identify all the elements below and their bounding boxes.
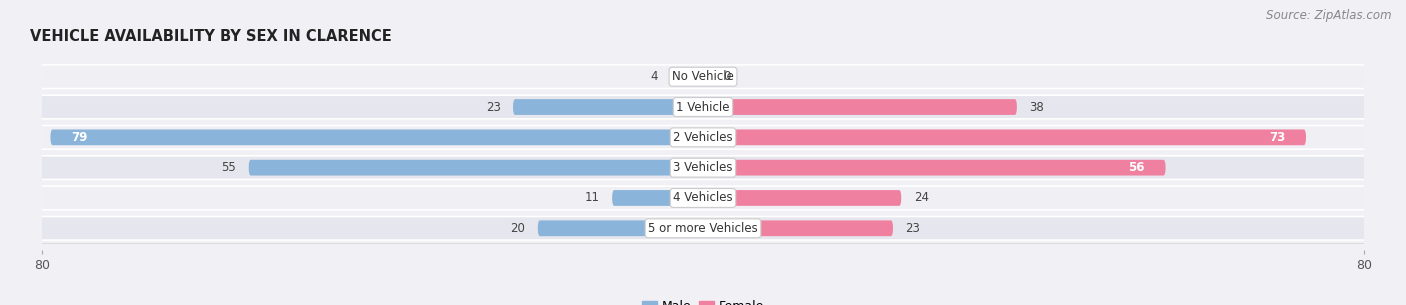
Text: 55: 55 — [222, 161, 236, 174]
FancyBboxPatch shape — [30, 95, 1376, 119]
FancyBboxPatch shape — [537, 221, 703, 236]
FancyBboxPatch shape — [30, 217, 1376, 240]
Text: 56: 56 — [1129, 161, 1144, 174]
FancyBboxPatch shape — [703, 190, 901, 206]
FancyBboxPatch shape — [703, 221, 893, 236]
Text: 20: 20 — [510, 222, 526, 235]
Text: 79: 79 — [72, 131, 87, 144]
Text: 38: 38 — [1029, 101, 1045, 113]
FancyBboxPatch shape — [703, 99, 1017, 115]
FancyBboxPatch shape — [703, 160, 1166, 176]
Text: No Vehicle: No Vehicle — [672, 70, 734, 83]
Text: 2 Vehicles: 2 Vehicles — [673, 131, 733, 144]
Text: 1 Vehicle: 1 Vehicle — [676, 101, 730, 113]
FancyBboxPatch shape — [669, 69, 703, 84]
Text: 23: 23 — [485, 101, 501, 113]
FancyBboxPatch shape — [612, 190, 703, 206]
Text: 5 or more Vehicles: 5 or more Vehicles — [648, 222, 758, 235]
FancyBboxPatch shape — [703, 69, 716, 84]
Text: 11: 11 — [585, 192, 600, 204]
FancyBboxPatch shape — [30, 156, 1376, 179]
Text: VEHICLE AVAILABILITY BY SEX IN CLARENCE: VEHICLE AVAILABILITY BY SEX IN CLARENCE — [30, 29, 391, 44]
Text: 73: 73 — [1270, 131, 1285, 144]
Text: 4 Vehicles: 4 Vehicles — [673, 192, 733, 204]
FancyBboxPatch shape — [30, 65, 1376, 88]
Text: 24: 24 — [914, 192, 928, 204]
Text: Source: ZipAtlas.com: Source: ZipAtlas.com — [1267, 9, 1392, 22]
Text: 4: 4 — [650, 70, 658, 83]
FancyBboxPatch shape — [513, 99, 703, 115]
Text: 23: 23 — [905, 222, 921, 235]
FancyBboxPatch shape — [51, 129, 703, 145]
FancyBboxPatch shape — [703, 129, 1306, 145]
Text: 0: 0 — [724, 70, 731, 83]
Legend: Male, Female: Male, Female — [637, 295, 769, 305]
FancyBboxPatch shape — [249, 160, 703, 176]
FancyBboxPatch shape — [30, 186, 1376, 210]
Text: 3 Vehicles: 3 Vehicles — [673, 161, 733, 174]
FancyBboxPatch shape — [30, 126, 1376, 149]
